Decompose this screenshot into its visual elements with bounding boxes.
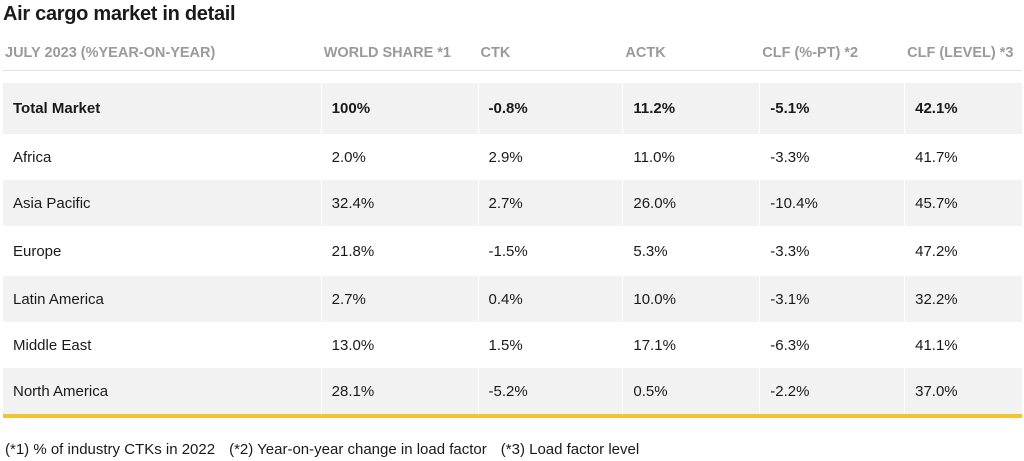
actk-cell: 11.2% bbox=[623, 83, 760, 134]
table-row: North America 28.1% -5.2% 0.5% -2.2% 37.… bbox=[3, 368, 1022, 414]
table-header: JULY 2023 (%YEAR-ON-YEAR) WORLD SHARE *1… bbox=[3, 36, 1022, 71]
region-cell: Latin America bbox=[3, 276, 321, 322]
ctk-cell: 2.9% bbox=[488, 148, 523, 166]
actk-cell: 17.1% bbox=[633, 336, 676, 354]
share-cell: 32.4% bbox=[321, 180, 478, 226]
region-cell: Middle East bbox=[13, 336, 92, 354]
table-row: Africa 2.0% 2.9% 11.0% -3.3% 41.7% bbox=[3, 134, 1022, 180]
region-cell: Africa bbox=[13, 148, 52, 166]
region-cell: Asia Pacific bbox=[3, 180, 321, 226]
clf-pt-cell: -3.1% bbox=[760, 276, 905, 322]
table-row: Latin America 2.7% 0.4% 10.0% -3.1% 32.2… bbox=[3, 276, 1022, 322]
ctk-cell: -0.8% bbox=[478, 83, 623, 134]
clf-pt-cell: -10.4% bbox=[760, 180, 905, 226]
clf-level-cell: 42.1% bbox=[905, 83, 1022, 134]
clf-pt-cell: -3.3% bbox=[770, 148, 810, 166]
actk-cell: 0.5% bbox=[623, 368, 760, 414]
ctk-cell: 0.4% bbox=[478, 276, 623, 322]
table-row: Middle East 13.0% 1.5% 17.1% -6.3% 41.1% bbox=[3, 322, 1022, 368]
table-row: Europe 21.8% -1.5% 5.3% -3.3% 47.2% bbox=[3, 226, 1022, 276]
table-row: Total Market 100% -0.8% 11.2% -5.1% 42.1… bbox=[3, 83, 1022, 134]
clf-level-cell: 47.2% bbox=[915, 242, 958, 260]
clf-level-cell: 37.0% bbox=[905, 368, 1022, 414]
header-world-share: WORLD SHARE *1 bbox=[323, 45, 451, 61]
region-cell: Total Market bbox=[3, 83, 321, 134]
footnote-2: (*2) Year-on-year change in load factor bbox=[229, 441, 487, 458]
clf-level-cell: 45.7% bbox=[905, 180, 1022, 226]
share-cell: 100% bbox=[321, 83, 478, 134]
region-cell: Europe bbox=[13, 242, 62, 260]
ctk-cell: 2.7% bbox=[478, 180, 623, 226]
clf-level-cell: 32.2% bbox=[905, 276, 1022, 322]
actk-cell: 5.3% bbox=[633, 242, 668, 260]
actk-cell: 10.0% bbox=[623, 276, 760, 322]
region-cell: North America bbox=[3, 368, 321, 414]
clf-pt-cell: -5.1% bbox=[760, 83, 905, 134]
header-clf-level: CLF (LEVEL) *3 bbox=[907, 45, 1014, 61]
header-period: JULY 2023 (%YEAR-ON-YEAR) bbox=[5, 45, 216, 61]
ctk-cell: -1.5% bbox=[488, 242, 528, 260]
ctk-cell: 1.5% bbox=[488, 336, 523, 354]
share-cell: 2.0% bbox=[331, 148, 366, 166]
clf-pt-cell: -3.3% bbox=[770, 242, 810, 260]
share-cell: 13.0% bbox=[331, 336, 375, 354]
actk-cell: 26.0% bbox=[623, 180, 760, 226]
clf-level-cell: 41.7% bbox=[915, 148, 958, 166]
clf-pt-cell: -6.3% bbox=[770, 336, 810, 354]
table-bottom-divider bbox=[3, 414, 1022, 418]
header-actk: ACTK bbox=[625, 45, 666, 61]
air-cargo-table: JULY 2023 (%YEAR-ON-YEAR) WORLD SHARE *1… bbox=[3, 36, 1022, 418]
actk-cell: 11.0% bbox=[633, 148, 675, 166]
clf-pt-cell: -2.2% bbox=[760, 368, 905, 414]
ctk-cell: -5.2% bbox=[478, 368, 623, 414]
clf-level-cell: 41.1% bbox=[915, 336, 958, 354]
page-title: Air cargo market in detail bbox=[3, 3, 236, 25]
footnote-3: (*3) Load factor level bbox=[500, 441, 640, 458]
share-cell: 2.7% bbox=[321, 276, 478, 322]
share-cell: 21.8% bbox=[331, 242, 375, 260]
header-ctk: CTK bbox=[480, 45, 511, 61]
share-cell: 28.1% bbox=[321, 368, 478, 414]
header-clf-pt: CLF (%-PT) *2 bbox=[762, 45, 859, 61]
footnote-1: (*1) % of industry CTKs in 2022 bbox=[5, 441, 216, 458]
table-row: Asia Pacific 32.4% 2.7% 26.0% -10.4% 45.… bbox=[3, 180, 1022, 226]
footnotes: (*1) % of industry CTKs in 2022 (*2) Yea… bbox=[5, 441, 653, 458]
